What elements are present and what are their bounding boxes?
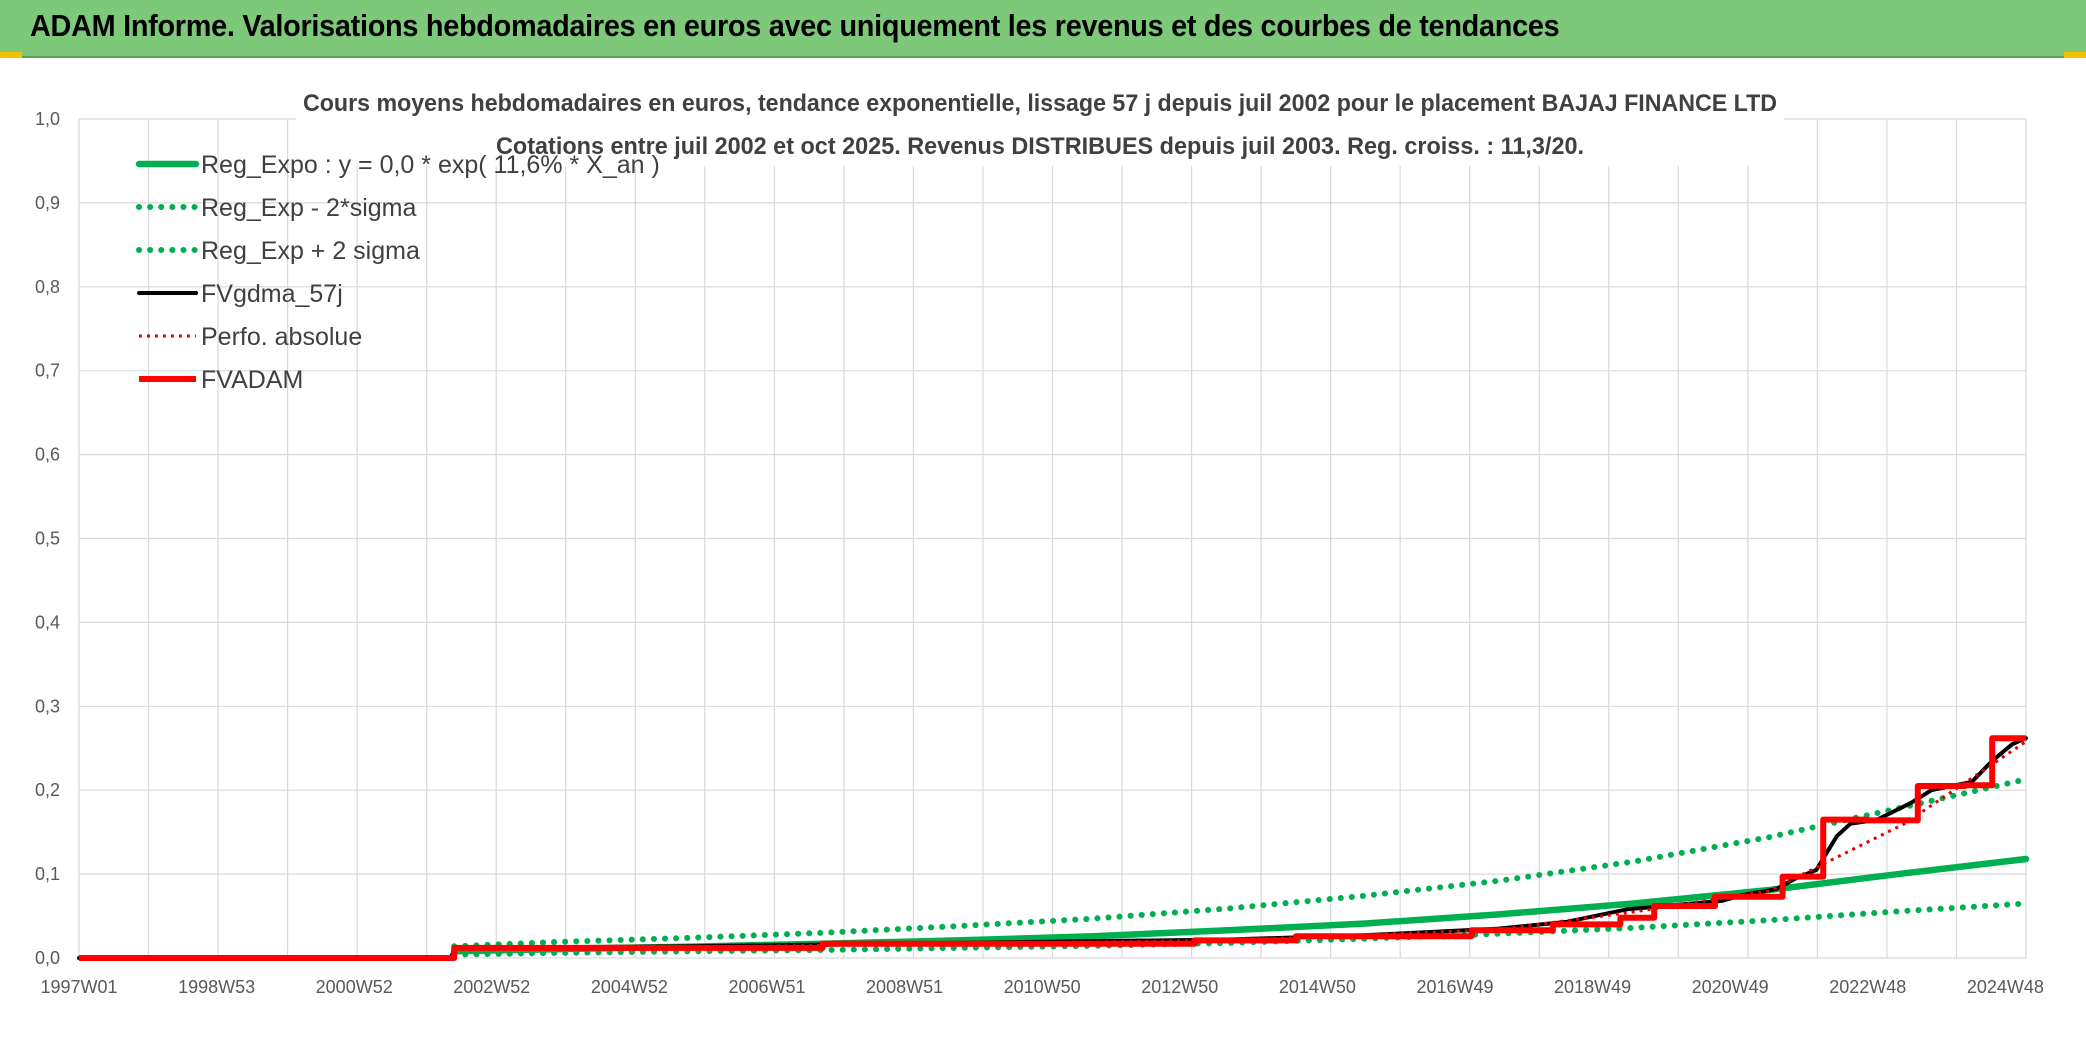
x-tick-label: 2018W49 bbox=[1554, 977, 1631, 997]
y-tick-label: 0,9 bbox=[35, 193, 60, 213]
x-axis-ticks: 1997W01 1998W53 2000W52 2002W52 2004W52 2006W… bbox=[40, 977, 2043, 997]
y-tick-label: 0,7 bbox=[35, 361, 60, 381]
x-tick-label: 2022W48 bbox=[1829, 977, 1906, 997]
legend-label: Perfo. absolue bbox=[201, 323, 362, 351]
corner-marker bbox=[2064, 52, 2086, 60]
series-line bbox=[79, 735, 2026, 961]
x-tick-label: 2014W50 bbox=[1279, 977, 1356, 997]
y-tick-label: 0,4 bbox=[35, 612, 60, 632]
legend-label: Reg_Exp + 2 sigma bbox=[201, 237, 420, 265]
x-tick-label: 2016W49 bbox=[1416, 977, 1493, 997]
chart-title: Cours moyens hebdomadaires en euros, ten… bbox=[303, 90, 1777, 117]
y-tick-label: 0,0 bbox=[35, 948, 60, 968]
y-tick-label: 1,0 bbox=[35, 109, 60, 129]
x-tick-label: 1997W01 bbox=[40, 977, 117, 997]
legend-label: FVADAM bbox=[201, 366, 303, 394]
chart-subtitle: Cotations entre juil 2002 et oct 2025. R… bbox=[496, 133, 1584, 160]
title-background bbox=[296, 82, 1784, 166]
y-tick-label: 0,3 bbox=[35, 696, 60, 716]
chart: Cours moyens hebdomadaires en euros, ten… bbox=[0, 58, 2086, 1037]
x-tick-label: 2002W52 bbox=[453, 977, 530, 997]
y-tick-label: 0,8 bbox=[35, 277, 60, 297]
x-tick-label: 2024W48 bbox=[1967, 977, 2044, 997]
corner-marker bbox=[0, 52, 22, 60]
y-tick-label: 0,5 bbox=[35, 529, 60, 549]
x-tick-label: 2006W51 bbox=[728, 977, 805, 997]
report-header: ADAM Informe. Valorisations hebdomadaire… bbox=[0, 0, 2086, 58]
legend: Reg_Expo : y = 0,0 * exp( 11,6% * X_an )… bbox=[135, 151, 660, 394]
x-tick-label: 2008W51 bbox=[866, 977, 943, 997]
legend-label: FVgdma_57j bbox=[201, 280, 343, 308]
y-axis-ticks: 0,0 0,1 0,2 0,3 0,4 0,5 0,6 0,7 0,8 0,9 1,0 bbox=[35, 109, 60, 968]
x-tick-label: 1998W53 bbox=[178, 977, 255, 997]
x-tick-label: 2000W52 bbox=[316, 977, 393, 997]
y-tick-label: 0,1 bbox=[35, 864, 60, 884]
report-title: ADAM Informe. Valorisations hebdomadaire… bbox=[30, 8, 1560, 43]
x-tick-label: 2004W52 bbox=[591, 977, 668, 997]
series-layer bbox=[77, 735, 2030, 961]
chart-title-group: Cours moyens hebdomadaires en euros, ten… bbox=[296, 82, 1784, 166]
series-line bbox=[451, 776, 2029, 950]
y-tick-label: 0,2 bbox=[35, 780, 60, 800]
x-tick-label: 2020W49 bbox=[1692, 977, 1769, 997]
legend-label: Reg_Expo : y = 0,0 * exp( 11,6% * X_an ) bbox=[201, 151, 660, 179]
x-tick-label: 2010W50 bbox=[1004, 977, 1081, 997]
x-tick-label: 2012W50 bbox=[1141, 977, 1218, 997]
y-tick-label: 0,6 bbox=[35, 445, 60, 465]
legend-label: Reg_Exp - 2*sigma bbox=[201, 194, 416, 222]
grid bbox=[78, 118, 2027, 959]
